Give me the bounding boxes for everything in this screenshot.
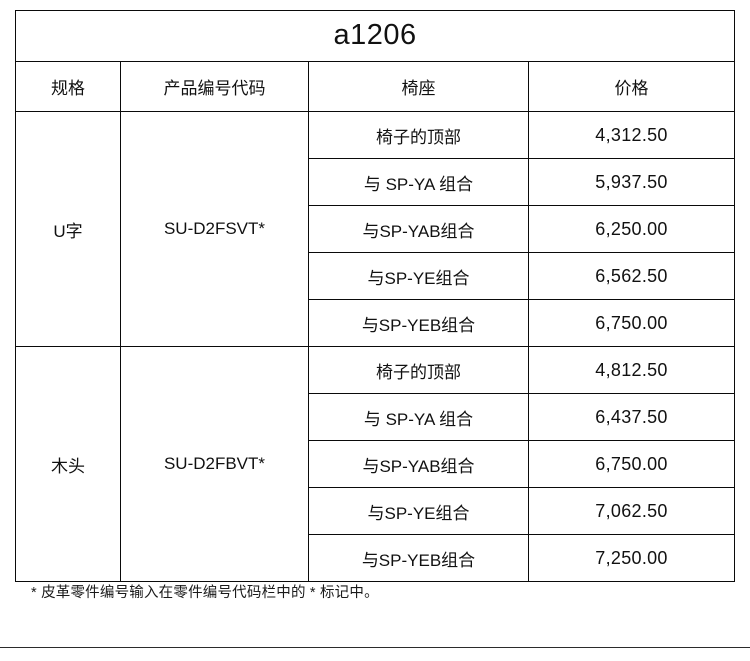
price-value: 5,937.50: [527, 158, 736, 206]
group-code-label: SU-D2FBVT*: [120, 346, 309, 582]
title-row: a1206: [14, 10, 736, 62]
column-header-seat: 椅座: [308, 61, 529, 112]
seat-option: 与SP-YEB组合: [308, 299, 529, 347]
table-row: 与 SP-YA 组合 6,437.50: [16, 393, 736, 441]
seat-option: 与 SP-YA 组合: [308, 158, 529, 206]
group-code-label: SU-D2FSVT*: [120, 111, 309, 347]
table-row: 与SP-YEB组合 7,250.00: [16, 534, 736, 582]
seat-option: 与SP-YE组合: [308, 487, 529, 535]
seat-option: 与SP-YEB组合: [308, 534, 529, 582]
price-value: 4,812.50: [527, 346, 736, 394]
price-value: 6,562.50: [527, 252, 736, 300]
page-bottom-divider: [0, 647, 750, 648]
seat-option: 椅子的顶部: [308, 346, 529, 394]
table-row: 与SP-YE组合 6,562.50: [16, 252, 736, 300]
table-row: 与SP-YAB组合 6,250.00: [16, 205, 736, 253]
seat-option: 与SP-YAB组合: [308, 440, 529, 488]
price-value: 6,250.00: [527, 205, 736, 253]
table-row: 与SP-YAB组合 6,750.00: [16, 440, 736, 488]
table-body: a1206 规格 产品编号代码 椅座 价格 U字 SU-D2FSVT* 椅子的顶…: [14, 10, 736, 582]
table-title: a1206: [14, 10, 736, 62]
price-value: 6,437.50: [527, 393, 736, 441]
column-header-spec: 规格: [15, 61, 121, 112]
price-value: 6,750.00: [527, 440, 736, 488]
column-header-price: 价格: [527, 61, 736, 112]
seat-option: 与 SP-YA 组合: [308, 393, 529, 441]
seat-option: 椅子的顶部: [308, 111, 529, 159]
table-row: U字 SU-D2FSVT* 椅子的顶部 4,312.50: [15, 111, 736, 347]
seat-option: 与SP-YE组合: [308, 252, 529, 300]
group-spec-label: 木头: [15, 346, 121, 582]
table-row: 与 SP-YA 组合 5,937.50: [16, 158, 736, 206]
price-value: 6,750.00: [527, 299, 736, 347]
product-price-table: a1206 规格 产品编号代码 椅座 价格 U字 SU-D2FSVT* 椅子的顶…: [14, 10, 736, 582]
price-value: 7,250.00: [527, 534, 736, 582]
table-footnote: * 皮革零件编号输入在零件编号代码栏中的 * 标记中。: [31, 585, 379, 601]
header-row: 规格 产品编号代码 椅座 价格: [15, 61, 736, 112]
table-row: 木头 SU-D2FBVT* 椅子的顶部 4,812.50: [15, 346, 736, 582]
price-value: 7,062.50: [527, 487, 736, 535]
seat-option: 与SP-YAB组合: [308, 205, 529, 253]
group-spec-label: U字: [15, 111, 121, 347]
column-header-code: 产品编号代码: [120, 61, 309, 112]
table-row: 与SP-YEB组合 6,750.00: [16, 299, 736, 347]
table-row: 与SP-YE组合 7,062.50: [16, 487, 736, 535]
price-value: 4,312.50: [527, 111, 736, 159]
